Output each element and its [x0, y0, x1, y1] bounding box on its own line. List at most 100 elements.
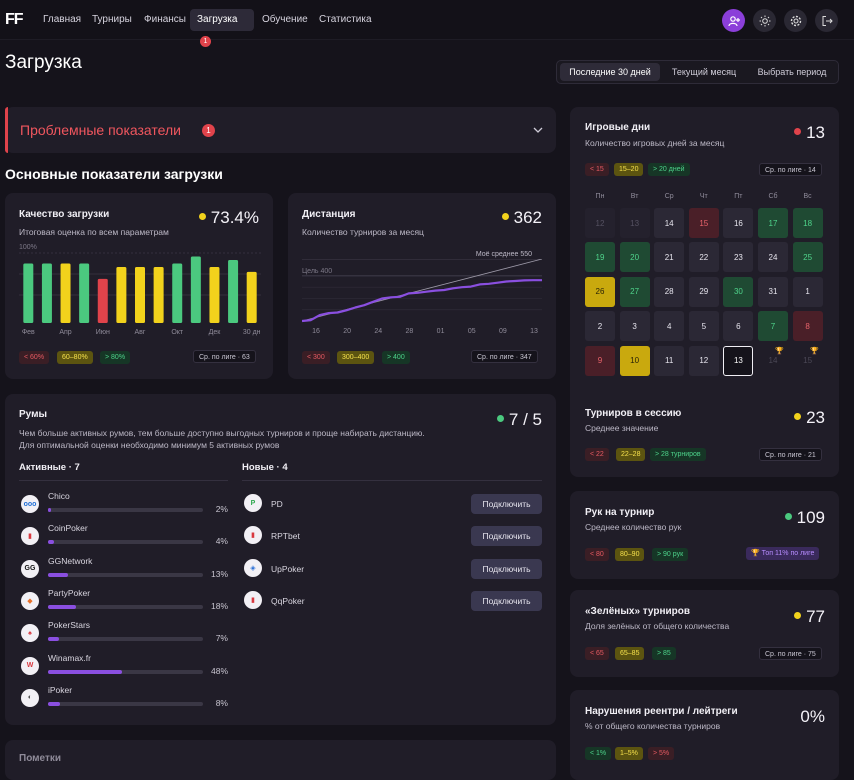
chevron-down-icon[interactable]: [533, 126, 543, 134]
calendar-day[interactable]: 25: [792, 242, 823, 273]
room-logo-icon: ▮: [244, 590, 262, 609]
notes-title: Пометки: [19, 753, 62, 764]
quality-tag-mid: 60–80%: [57, 351, 93, 364]
reentry-subtitle: % от общего количества турниров: [585, 721, 721, 731]
calendar-day[interactable]: 7: [758, 311, 788, 342]
session-status-dot: [794, 413, 802, 420]
calendar-day[interactable]: 1: [792, 276, 823, 307]
room-name: PartyPoker: [48, 587, 91, 598]
quality-league-avg: Ср. по лиге · 63: [193, 350, 256, 363]
room-logo-icon: ooo: [21, 495, 39, 513]
calendar-day[interactable]: 29: [688, 276, 719, 307]
quality-bar: [116, 267, 127, 323]
quality-tick-label: Дек: [209, 329, 222, 336]
room-logo-icon: GG: [21, 559, 39, 578]
calendar-day[interactable]: 31: [758, 276, 788, 307]
calendar-day[interactable]: 9: [585, 345, 615, 376]
connect-room-button[interactable]: Подключить: [471, 590, 542, 611]
room-share-bar: [48, 669, 203, 674]
distance-series-line: [302, 279, 542, 323]
green-tag-mid: 65–85: [615, 647, 645, 660]
calendar-day[interactable]: 30: [723, 276, 754, 307]
nav-learning[interactable]: Обучение: [262, 14, 308, 25]
calendar-day[interactable]: 10: [619, 345, 650, 376]
calendar-day[interactable]: 23: [723, 242, 754, 273]
add-user-button[interactable]: [722, 9, 745, 32]
calendar-day[interactable]: 26: [585, 276, 615, 307]
problems-panel[interactable]: Проблемные показатели 1: [5, 107, 556, 153]
quality-tick-label: Апр: [59, 329, 71, 336]
period-custom[interactable]: Выбрать период: [757, 67, 827, 77]
nav-home[interactable]: Главная: [43, 14, 82, 25]
calendar-day[interactable]: 15: [688, 208, 719, 238]
calendar-day[interactable]: 18: [792, 208, 823, 238]
game-days-value-wrap: 13: [794, 123, 825, 143]
period-current-month[interactable]: Текущий месяц: [671, 67, 737, 77]
calendar-day[interactable]: 21: [654, 242, 685, 273]
calendar-day[interactable]: 17: [758, 208, 788, 238]
room-share-pct: 18%: [210, 600, 228, 611]
calendar-day[interactable]: 22: [688, 242, 719, 273]
calendar-day[interactable]: 5: [688, 311, 719, 342]
calendar-day[interactable]: 2: [585, 311, 615, 342]
connect-room-button[interactable]: Подключить: [471, 558, 542, 579]
quality-tick-label: Авг: [135, 329, 146, 336]
logout-button[interactable]: [815, 9, 838, 32]
calendar-day[interactable]: 19: [585, 242, 615, 273]
calendar-day[interactable]: 3: [619, 311, 650, 342]
problems-title: Проблемные показатели: [20, 122, 181, 138]
settings-button[interactable]: [784, 9, 807, 32]
room-name: GGNetwork: [48, 555, 93, 566]
add-user-icon: [727, 15, 740, 26]
app-logo[interactable]: FF: [5, 11, 24, 28]
rooms-new-divider: [242, 480, 542, 481]
rooms-status-dot: [496, 415, 504, 422]
room-name: iPoker: [48, 684, 73, 695]
calendar-day[interactable]: 24: [758, 242, 788, 273]
nav-tournaments[interactable]: Турниры: [92, 14, 132, 25]
quality-card: Качество загрузки Итоговая оценка по все…: [5, 193, 273, 379]
calendar-day[interactable]: 8: [792, 311, 823, 342]
room-share-bar: [48, 572, 203, 577]
calendar-day[interactable]: 27: [619, 276, 650, 307]
calendar-day-today[interactable]: 13: [723, 345, 754, 376]
room-share-fill: [48, 508, 52, 512]
connect-room-button[interactable]: Подключить: [471, 494, 542, 514]
calendar-day[interactable]: 20: [619, 242, 650, 273]
calendar-day[interactable]: 16: [723, 208, 754, 238]
quality-value: 73.4%: [210, 208, 259, 227]
nav-stats[interactable]: Статистика: [319, 14, 372, 25]
calendar-day[interactable]: 6: [723, 311, 754, 342]
period-last-30[interactable]: Последние 30 дней: [560, 63, 660, 81]
calendar-day[interactable]: 28: [654, 276, 685, 307]
room-share-fill: [48, 540, 55, 545]
period-selector: Последние 30 дней Текущий месяц Выбрать …: [556, 60, 839, 84]
quality-bar: [135, 267, 145, 323]
distance-tick-label: 13: [530, 328, 538, 335]
calendar-day[interactable]: 12: [688, 345, 719, 376]
game-days-league-avg: Ср. по лиге · 14: [759, 163, 822, 176]
quality-y-top: 100%: [19, 244, 37, 251]
distance-tag-mid: 300–400: [337, 351, 375, 364]
distance-tick-label: 20: [343, 328, 351, 335]
distance-tick-label: 05: [468, 328, 476, 335]
calendar-day[interactable]: 14: [654, 208, 685, 238]
calendar-day: 13: [619, 208, 650, 238]
calendar-day[interactable]: 4: [654, 311, 685, 342]
room-logo-icon: ▮: [21, 527, 39, 546]
rooms-card: Румы 7 / 5 Чем больше активных румов, те…: [5, 394, 556, 725]
quality-bar: [209, 267, 220, 323]
theme-button[interactable]: [753, 9, 776, 32]
nav-load[interactable]: Загрузка 1: [190, 9, 254, 47]
game-days-tag-mid: 15–20: [614, 163, 644, 176]
calendar-day[interactable]: 11: [654, 345, 685, 376]
quality-tag-low: < 60%: [19, 351, 50, 364]
nav-finance[interactable]: Финансы: [144, 14, 186, 25]
green-status-dot: [794, 612, 802, 619]
hands-status-dot: [784, 513, 792, 520]
room-logo-icon: ◐: [21, 688, 39, 707]
rooms-desc-1: Чем больше активных румов, тем больше до…: [19, 428, 425, 438]
distance-tag-high: > 400: [382, 351, 410, 364]
connect-room-button[interactable]: Подключить: [471, 526, 542, 547]
top-bar: FF Главная Турниры Финансы Загрузка 1 Обу…: [0, 0, 854, 47]
